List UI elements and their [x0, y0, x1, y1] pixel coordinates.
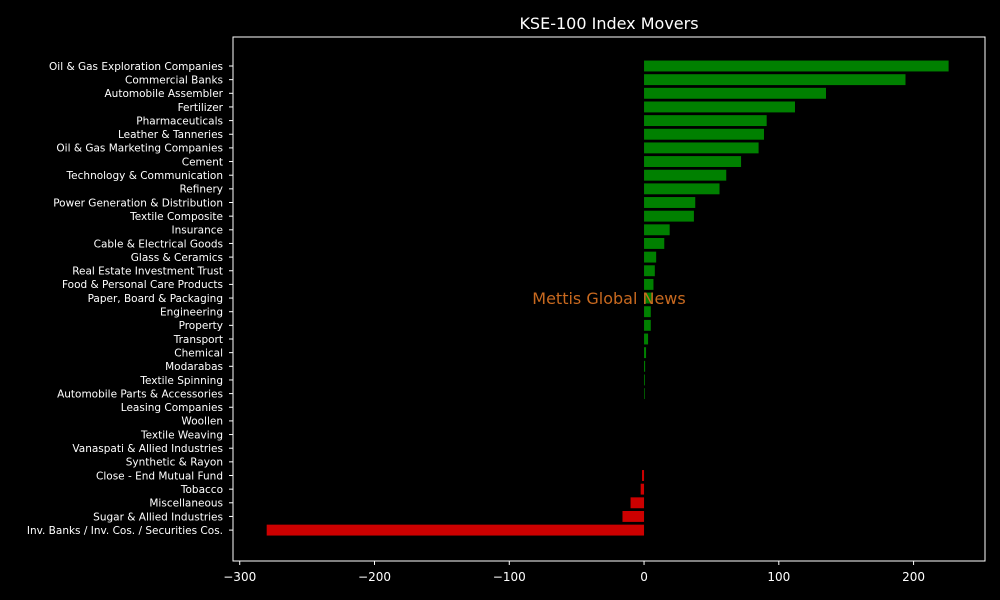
category-label: Automobile Assembler [105, 88, 224, 100]
bar [644, 251, 657, 263]
bar [644, 319, 651, 331]
category-label: Power Generation & Distribution [53, 197, 223, 209]
bar [644, 360, 646, 372]
bar [644, 101, 795, 113]
category-label: Paper, Board & Packaging [88, 293, 223, 305]
category-label: Pharmaceuticals [136, 115, 223, 127]
category-label: Real Estate Investment Trust [72, 266, 223, 278]
category-label: Woollen [181, 416, 223, 428]
bar [644, 156, 742, 167]
x-tick-label: 100 [767, 570, 790, 584]
x-axis: −300 −200 −100 0 100 200 [223, 561, 925, 584]
category-label: Textile Weaving [140, 429, 223, 441]
bars-layer [266, 60, 949, 536]
category-label: Miscellaneous [149, 498, 223, 510]
bar [630, 497, 645, 509]
category-label: Synthetic & Rayon [126, 457, 223, 469]
bar [644, 197, 696, 208]
bar [644, 388, 645, 400]
bar [644, 169, 727, 181]
bar [644, 224, 670, 236]
category-label: Transport [173, 334, 223, 346]
category-label: Leasing Companies [121, 402, 223, 414]
category-label: Vanaspati & Allied Industries [72, 443, 223, 455]
bar [644, 265, 655, 277]
x-tick-label: 0 [640, 570, 648, 584]
bar [266, 524, 645, 536]
category-label: Inv. Banks / Inv. Cos. / Securities Cos. [27, 525, 223, 537]
category-label: Modarabas [165, 361, 223, 373]
bar [644, 333, 649, 345]
bar [644, 183, 720, 195]
bar [622, 511, 645, 522]
bar [644, 210, 694, 222]
category-label: Oil & Gas Marketing Companies [56, 143, 223, 155]
category-label: Textile Composite [129, 211, 223, 223]
category-label: Textile Spinning [139, 375, 223, 387]
category-label: Automobile Parts & Accessories [57, 388, 223, 400]
category-label: Cement [182, 156, 223, 168]
category-label: Engineering [160, 307, 223, 319]
x-tick-label: 200 [902, 570, 925, 584]
x-tick-label: −300 [223, 570, 256, 584]
category-label: Insurance [171, 225, 223, 237]
category-label: Fertilizer [178, 102, 224, 114]
x-tick-label: −100 [493, 570, 526, 584]
category-labels: Oil & Gas Exploration CompaniesCommercia… [27, 61, 233, 537]
bar [644, 87, 826, 99]
category-label: Close - End Mutual Fund [96, 470, 223, 482]
category-label: Property [179, 320, 223, 332]
category-label: Sugar & Allied Industries [93, 511, 223, 523]
bar [644, 60, 949, 72]
bar [644, 374, 645, 386]
category-label: Tobacco [180, 484, 223, 496]
bar [640, 483, 645, 495]
category-label: Chemical [174, 347, 223, 359]
bar [644, 238, 665, 249]
plot-frame [232, 36, 986, 562]
bar [644, 115, 767, 127]
bar [644, 74, 906, 86]
category-label: Food & Personal Care Products [62, 279, 223, 291]
category-label: Refinery [179, 184, 223, 196]
bar [644, 278, 654, 290]
watermark: Mettis Global News [532, 289, 685, 308]
x-tick-label: −200 [358, 570, 391, 584]
category-label: Oil & Gas Exploration Companies [49, 61, 223, 73]
category-label: Technology & Communication [66, 170, 223, 182]
chart-title: KSE-100 Index Movers [519, 14, 698, 33]
category-label: Glass & Ceramics [131, 252, 223, 264]
category-label: Commercial Banks [125, 74, 223, 86]
bar [642, 470, 645, 481]
bar [644, 347, 647, 359]
bar [644, 128, 764, 140]
category-label: Cable & Electrical Goods [94, 238, 223, 250]
bar [644, 306, 651, 318]
bar [644, 292, 653, 304]
bar [644, 142, 759, 154]
category-label: Leather & Tanneries [118, 129, 223, 141]
